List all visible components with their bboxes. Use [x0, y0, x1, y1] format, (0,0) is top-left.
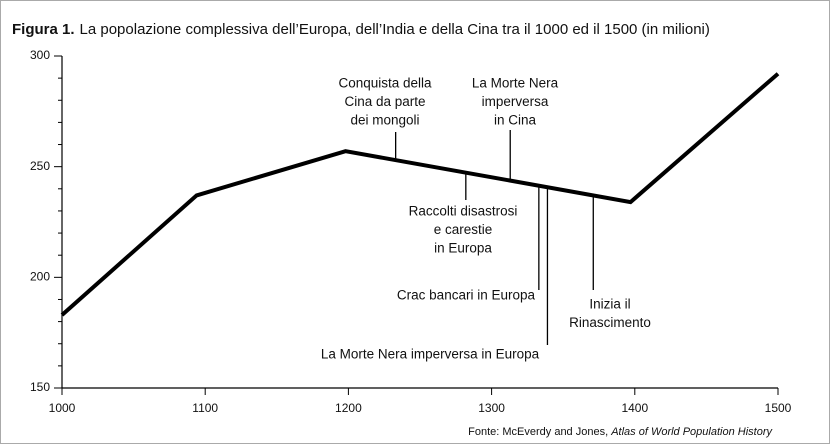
annotation-text: Rinascimento: [569, 315, 651, 330]
y-tick-label: 250: [30, 159, 50, 173]
annotation-text: La Morte Nera: [472, 76, 559, 91]
chart-title: Figura 1. La popolazione complessiva dell…: [12, 21, 710, 38]
annotation-text: dei mongoli: [350, 113, 419, 128]
annotation-text: Inizia il: [589, 297, 630, 312]
title-text: La popolazione complessiva dell’Europa, …: [80, 21, 710, 38]
y-tick-label: 150: [30, 380, 50, 394]
x-tick-label: 1400: [621, 401, 648, 415]
x-tick-label: 1300: [478, 401, 505, 415]
y-tick-label: 300: [30, 48, 50, 62]
data-line: [60, 72, 780, 317]
annotation-text: in Europa: [434, 241, 492, 256]
annotation-text: imperversa: [482, 94, 549, 109]
annotation-text: Cina da parte: [344, 94, 425, 109]
x-tick-label: 1000: [49, 401, 76, 415]
source-text: Fonte: McEverdy and Jones,: [468, 426, 611, 438]
x-tick-label: 1200: [335, 401, 362, 415]
annotation-text: e carestie: [434, 222, 493, 237]
annotation-text: in Cina: [494, 113, 537, 128]
annotation-text: Raccolti disastrosi: [409, 204, 518, 219]
annotation-text: La Morte Nera imperversa in Europa: [321, 347, 540, 362]
source-title: Atlas of World Population History: [610, 426, 773, 438]
annotation-text: Crac bancari in Europa: [397, 288, 536, 303]
x-tick-label: 1100: [192, 401, 218, 415]
annotation-text: Conquista della: [338, 76, 432, 91]
x-tick-label: 1500: [765, 401, 792, 415]
source: Fonte: McEverdy and Jones, Atlas of Worl…: [468, 426, 773, 438]
title-label: Figura 1.: [12, 21, 75, 38]
y-tick-label: 200: [30, 270, 50, 284]
